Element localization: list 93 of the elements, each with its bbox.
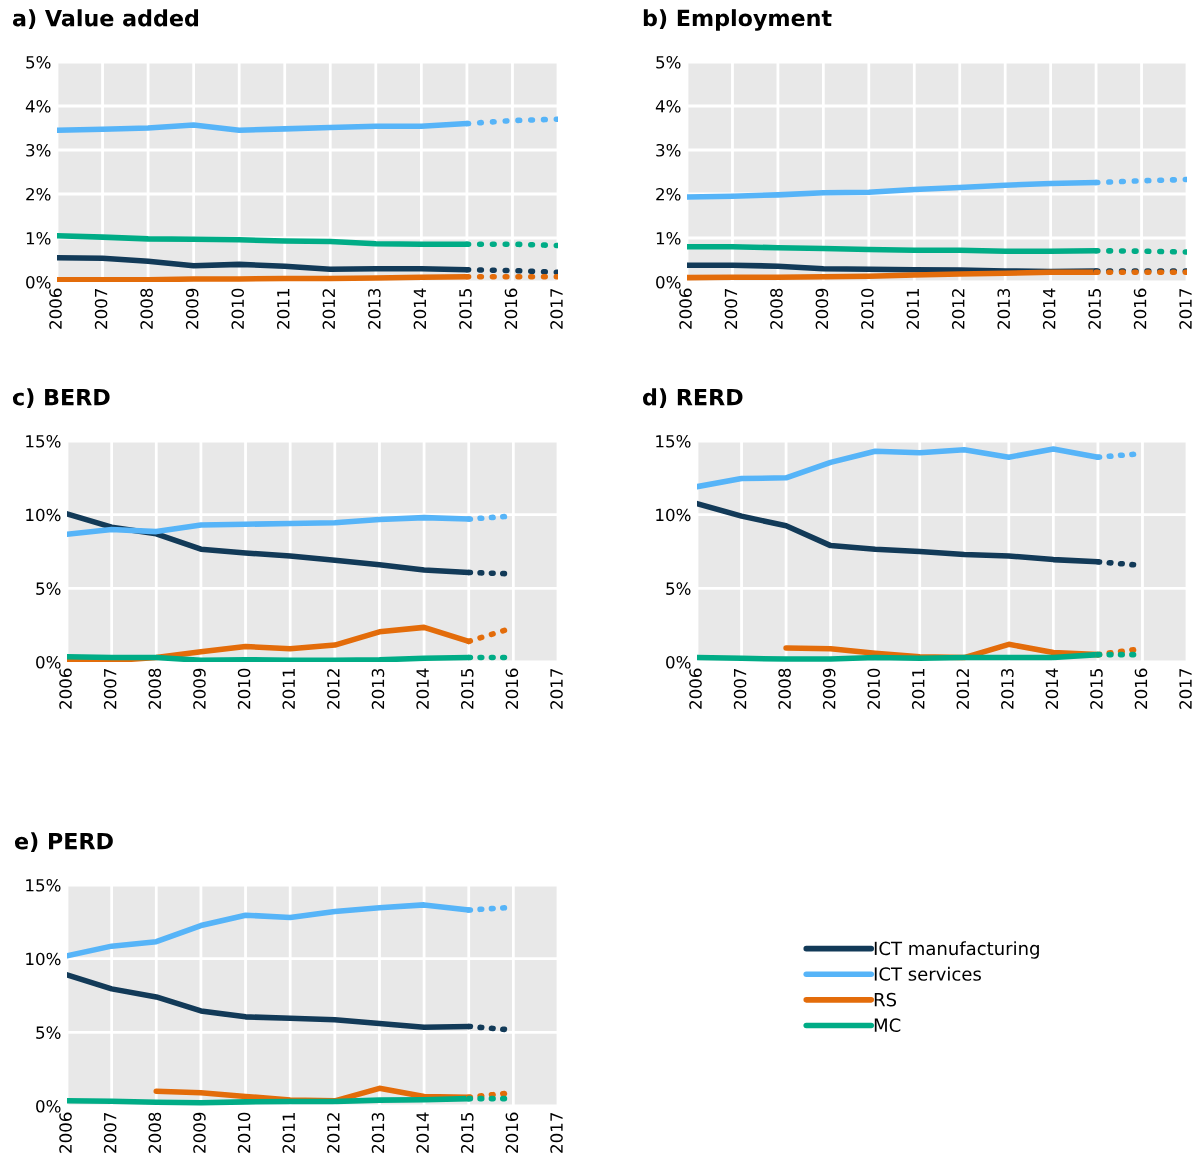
y-tick-label: 10% — [26, 508, 61, 522]
y-tick-label: 1% — [26, 231, 51, 245]
legend-label: ICT services — [874, 966, 981, 981]
y-tick-label: 3% — [26, 143, 51, 157]
y-tick-label: 0% — [656, 275, 681, 289]
legend-label: MC — [874, 1018, 901, 1033]
chart-title: a) Value added — [12, 9, 199, 30]
x-tick-label: 2012 — [956, 669, 970, 709]
x-tick-label: 2014 — [416, 1112, 429, 1153]
y-tick-label: 5% — [36, 1026, 61, 1039]
x-tick-label: 2007 — [103, 668, 117, 709]
x-tick-label: 2017 — [550, 668, 563, 709]
x-tick-label: 2007 — [724, 288, 738, 329]
x-tick-label: 2013 — [1001, 668, 1014, 709]
x-tick-label: 2006 — [49, 288, 62, 329]
x-tick-label: 2017 — [550, 288, 563, 329]
x-tick-label: 2006 — [679, 288, 692, 329]
y-tick-label: 0% — [26, 275, 51, 289]
x-tick-label: 2009 — [193, 1112, 206, 1153]
x-tick-label: 2011 — [906, 289, 920, 329]
x-tick-label: 2016 — [505, 1112, 519, 1153]
y-tick-label: 0% — [36, 655, 61, 669]
x-tick-label: 2008 — [148, 668, 162, 709]
x-tick-label: 2017 — [1179, 668, 1192, 709]
y-tick-label: 15% — [656, 434, 691, 448]
x-tick-label: 2010 — [861, 288, 874, 329]
y-tick-label: 2% — [656, 187, 681, 201]
chart-title: c) BERD — [12, 388, 110, 409]
y-tick-label: 3% — [656, 143, 681, 157]
x-tick-label: 2010 — [237, 668, 251, 709]
y-tick-label: 10% — [26, 952, 61, 966]
y-tick-label: 1% — [656, 231, 681, 245]
x-tick-label: 2013 — [368, 288, 381, 329]
x-tick-label: 2007 — [733, 668, 747, 709]
chart-title: e) PERD — [14, 832, 113, 853]
x-tick-label: 2012 — [327, 1113, 340, 1153]
y-tick-label: 15% — [26, 878, 61, 892]
x-tick-label: 2016 — [505, 668, 519, 709]
legend-label: ICT manufacturing — [874, 941, 1039, 959]
y-tick-label: 15% — [26, 434, 61, 448]
y-tick-label: 5% — [656, 55, 681, 69]
x-tick-label: 2009 — [815, 288, 829, 329]
x-tick-label: 2014 — [416, 668, 429, 709]
x-tick-label: 2014 — [413, 288, 427, 329]
y-tick-label: 2% — [26, 187, 51, 201]
x-tick-label: 2006 — [59, 1112, 72, 1153]
x-tick-label: 2008 — [140, 288, 153, 329]
x-tick-label: 2008 — [148, 1112, 162, 1153]
x-tick-label: 2015 — [1088, 289, 1101, 329]
x-tick-label: 2011 — [282, 669, 296, 709]
x-tick-label: 2011 — [276, 289, 290, 329]
y-tick-label: 5% — [26, 55, 51, 69]
x-tick-label: 2010 — [867, 668, 881, 709]
x-tick-label: 2014 — [1042, 288, 1056, 329]
x-tick-label: 2009 — [193, 668, 206, 709]
x-tick-label: 2006 — [59, 668, 72, 709]
chart-title: d) RERD — [643, 388, 743, 409]
x-tick-label: 2013 — [371, 1112, 385, 1153]
x-tick-label: 2010 — [237, 1112, 251, 1153]
x-tick-label: 2012 — [951, 289, 965, 329]
x-tick-label: 2017 — [550, 1112, 563, 1153]
y-tick-label: 10% — [656, 508, 691, 522]
x-tick-label: 2015 — [459, 289, 472, 329]
x-tick-label: 2011 — [282, 1113, 296, 1153]
x-tick-label: 2016 — [1134, 668, 1148, 709]
x-tick-label: 2016 — [504, 288, 518, 329]
x-tick-label: 2011 — [911, 669, 925, 709]
x-tick-label: 2013 — [997, 288, 1011, 329]
x-tick-label: 2015 — [460, 1113, 474, 1153]
x-tick-label: 2017 — [1179, 288, 1192, 329]
y-tick-label: 4% — [655, 99, 681, 113]
y-tick-label: 0% — [666, 655, 691, 669]
x-tick-label: 2013 — [371, 668, 385, 709]
x-tick-label: 2006 — [689, 668, 702, 709]
y-tick-label: 5% — [36, 582, 61, 595]
x-tick-label: 2016 — [1133, 288, 1147, 329]
legend-label: RS — [874, 992, 897, 1007]
y-tick-label: 4% — [25, 99, 51, 113]
chart-title: b) Employment — [643, 9, 832, 31]
x-tick-label: 2012 — [327, 669, 340, 709]
x-tick-label: 2007 — [94, 288, 108, 329]
x-tick-label: 2012 — [322, 289, 336, 329]
x-tick-label: 2007 — [103, 1112, 117, 1153]
x-tick-label: 2009 — [822, 668, 836, 709]
x-tick-label: 2015 — [460, 669, 474, 709]
x-tick-label: 2010 — [231, 288, 245, 329]
x-tick-label: 2008 — [770, 288, 783, 329]
y-tick-label: 5% — [666, 582, 691, 595]
x-tick-label: 2014 — [1045, 668, 1059, 709]
x-tick-label: 2008 — [778, 668, 791, 709]
x-tick-label: 2015 — [1090, 669, 1103, 709]
x-tick-label: 2009 — [185, 288, 199, 329]
y-tick-label: 0% — [36, 1099, 61, 1113]
